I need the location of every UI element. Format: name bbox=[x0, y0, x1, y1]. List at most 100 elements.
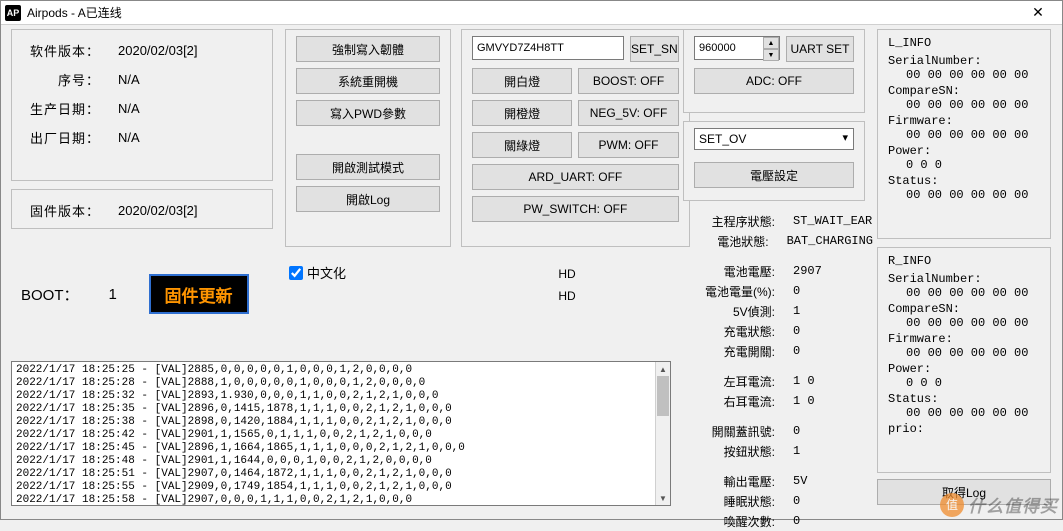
set-sn-button[interactable]: SET_SN bbox=[630, 36, 679, 62]
app-icon: AP bbox=[5, 5, 21, 21]
status-row: 電池電量(%):0 bbox=[683, 281, 873, 301]
uart-set-button[interactable]: UART SET bbox=[786, 36, 854, 62]
scroll-down-icon[interactable]: ▼ bbox=[656, 491, 670, 505]
panel-col4a: ▲ ▼ UART SET ADC: OFF bbox=[683, 29, 865, 113]
serial-label: 序号： bbox=[22, 70, 100, 89]
watermark: 值 什么值得买 bbox=[940, 492, 1058, 517]
info-item-value: 00 00 00 00 00 00 bbox=[888, 316, 1040, 330]
window-title: Airpods - A已连线 bbox=[27, 4, 1018, 21]
status-label: 電池電壓: bbox=[683, 263, 779, 280]
status-row: 喚醒次數:0 bbox=[683, 511, 873, 531]
status-row: 右耳電流:1 0 bbox=[683, 391, 873, 411]
hd-2: HD bbox=[461, 285, 673, 307]
sn-input[interactable] bbox=[472, 36, 624, 60]
openlog-button[interactable]: 開啟Log bbox=[296, 186, 440, 212]
status-row: 充電狀態:0 bbox=[683, 321, 873, 341]
boot-label: BOOT： bbox=[21, 284, 79, 305]
status-label: 開關蓋訊號: bbox=[683, 423, 779, 440]
content-area: 软件版本：2020/02/03[2] 序号：N/A 生产日期：N/A 出厂日期：… bbox=[1, 25, 1062, 519]
scroll-up-icon[interactable]: ▲ bbox=[656, 362, 670, 376]
status-row: 開關蓋訊號:0 bbox=[683, 421, 873, 441]
status-label: 主程序狀態: bbox=[683, 213, 779, 230]
info-item-label: Status: bbox=[888, 392, 1040, 406]
status-row: 左耳電流:1 0 bbox=[683, 371, 873, 391]
spin-up-button[interactable]: ▲ bbox=[763, 37, 779, 49]
status-value: 0 bbox=[779, 284, 800, 298]
info-item-value: 0 0 0 bbox=[888, 158, 1040, 172]
status-label: 按鈕狀態: bbox=[683, 443, 779, 460]
boost-button[interactable]: BOOST: OFF bbox=[578, 68, 678, 94]
voltage-set-button[interactable]: 電壓設定 bbox=[694, 162, 854, 188]
status-row: 主程序狀態:ST_WAIT_EAR bbox=[683, 211, 873, 231]
info-item-label: Status: bbox=[888, 174, 1040, 188]
info-panel-2: 固件版本：2020/02/03[2] bbox=[11, 189, 273, 229]
status-value: 0 bbox=[779, 424, 800, 438]
pw-switch-button[interactable]: PW_SWITCH: OFF bbox=[472, 196, 679, 222]
status-value: 0 bbox=[779, 324, 800, 338]
status-row: 電池狀態:BAT_CHARGING bbox=[683, 231, 873, 251]
spin-down-button[interactable]: ▼ bbox=[763, 49, 779, 61]
status-value: 1 0 bbox=[779, 374, 815, 388]
info-item-value: 00 00 00 00 00 00 bbox=[888, 286, 1040, 300]
status-label: 充電狀態: bbox=[683, 323, 779, 340]
status-label: 喚醒次數: bbox=[683, 513, 779, 530]
info-item-value: 00 00 00 00 00 00 bbox=[888, 346, 1040, 360]
info-item-label: CompareSN: bbox=[888, 84, 1040, 98]
app-window: AP Airpods - A已连线 ✕ 软件版本：2020/02/03[2] 序… bbox=[0, 0, 1063, 520]
status-label: 睡眠狀態: bbox=[683, 493, 779, 510]
neg5v-button[interactable]: NEG_5V: OFF bbox=[578, 100, 678, 126]
hd-area: HD HD bbox=[461, 263, 673, 307]
status-value: BAT_CHARGING bbox=[773, 234, 873, 248]
status-value: 0 bbox=[779, 344, 800, 358]
status-area: 主程序狀態:ST_WAIT_EAR電池狀態:BAT_CHARGING電池電壓:2… bbox=[683, 211, 873, 531]
chinese-checkbox[interactable]: 中文化 bbox=[289, 263, 346, 282]
l-info-panel: L_INFO SerialNumber:00 00 00 00 00 00Com… bbox=[877, 29, 1051, 239]
info-item-value: 00 00 00 00 00 00 bbox=[888, 68, 1040, 82]
firmware-update-button[interactable]: 固件更新 bbox=[149, 274, 249, 314]
log-textarea[interactable]: 2022/1/17 18:25:25 - [VAL]2885,0,0,0,0,0… bbox=[11, 361, 671, 506]
status-row: 輸出電壓:5V bbox=[683, 471, 873, 491]
info-item-label: Power: bbox=[888, 362, 1040, 376]
info-item-label: Firmware: bbox=[888, 332, 1040, 346]
boot-area: BOOT： 1 固件更新 bbox=[11, 271, 281, 317]
status-value: 1 0 bbox=[779, 394, 815, 408]
info-item-label: SerialNumber: bbox=[888, 272, 1040, 286]
chinese-checkbox-input[interactable] bbox=[289, 266, 303, 280]
ov-select[interactable]: SET_OV bbox=[694, 128, 854, 150]
r-info-panel: R_INFO SerialNumber:00 00 00 00 00 00Com… bbox=[877, 247, 1051, 473]
info-panel-1: 软件版本：2020/02/03[2] 序号：N/A 生产日期：N/A 出厂日期：… bbox=[11, 29, 273, 181]
status-row: 5V偵測:1 bbox=[683, 301, 873, 321]
green-led-button[interactable]: 關綠燈 bbox=[472, 132, 572, 158]
status-row: 充電開關:0 bbox=[683, 341, 873, 361]
scroll-thumb[interactable] bbox=[657, 376, 669, 416]
status-value: ST_WAIT_EAR bbox=[779, 214, 872, 228]
status-label: 輸出電壓: bbox=[683, 473, 779, 490]
hd-1: HD bbox=[461, 263, 673, 285]
sw-value: 2020/02/03[2] bbox=[100, 43, 198, 58]
info-item-label: Power: bbox=[888, 144, 1040, 158]
status-value: 1 bbox=[779, 444, 800, 458]
l-info-title: L_INFO bbox=[888, 36, 1040, 50]
adc-button[interactable]: ADC: OFF bbox=[694, 68, 854, 94]
status-label: 充電開關: bbox=[683, 343, 779, 360]
sw-label: 软件版本： bbox=[22, 41, 100, 60]
orange-led-button[interactable]: 開橙燈 bbox=[472, 100, 572, 126]
info-item-value: 00 00 00 00 00 00 bbox=[888, 128, 1040, 142]
ard-uart-button[interactable]: ARD_UART: OFF bbox=[472, 164, 679, 190]
prod-value: N/A bbox=[100, 101, 140, 116]
panel-col3: SET_SN 開白燈 BOOST: OFF 開橙燈 NEG_5V: OFF 關綠… bbox=[461, 29, 690, 247]
status-row: 電池電壓:2907 bbox=[683, 261, 873, 281]
write-pwd-button[interactable]: 寫入PWD參數 bbox=[296, 100, 440, 126]
info-item-label: prio: bbox=[888, 422, 1040, 436]
force-write-fw-button[interactable]: 強制寫入韌體 bbox=[296, 36, 440, 62]
testmode-button[interactable]: 開啟測試模式 bbox=[296, 154, 440, 180]
close-button[interactable]: ✕ bbox=[1018, 2, 1058, 24]
info-item-label: CompareSN: bbox=[888, 302, 1040, 316]
pwm-button[interactable]: PWM: OFF bbox=[578, 132, 678, 158]
reboot-button[interactable]: 系統重開機 bbox=[296, 68, 440, 94]
status-value: 1 bbox=[779, 304, 800, 318]
status-label: 5V偵測: bbox=[683, 303, 779, 320]
log-scrollbar-v[interactable]: ▲ ▼ bbox=[655, 362, 670, 505]
status-row: 按鈕狀態:1 bbox=[683, 441, 873, 461]
white-led-button[interactable]: 開白燈 bbox=[472, 68, 572, 94]
